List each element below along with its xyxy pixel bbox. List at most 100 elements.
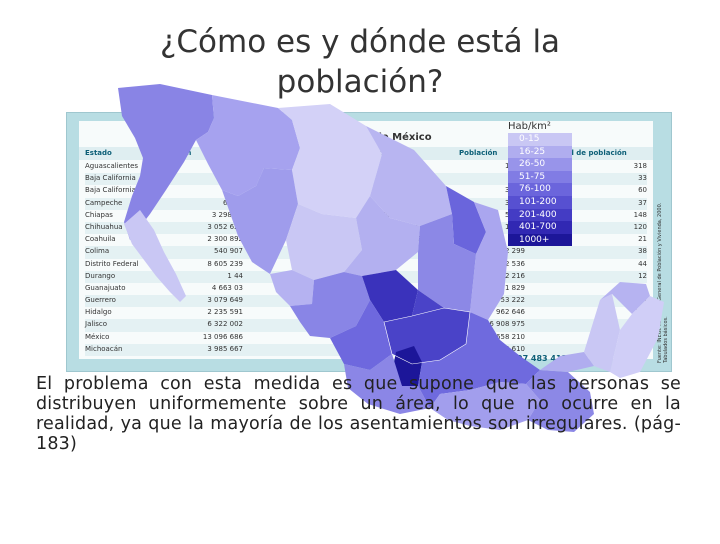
table-cell-density: 76 xyxy=(638,283,647,292)
legend-item: 26-50 xyxy=(508,158,572,171)
table-row: 2 536 44 xyxy=(383,259,647,271)
table-cell-population: 962 646 xyxy=(496,308,525,317)
table-row: 1 658 210 xyxy=(383,332,647,344)
table-cell-population: 1 353 610 xyxy=(489,344,525,353)
table-cell-state: Nuevo León xyxy=(383,186,425,195)
header-density-left: Densidad de población xyxy=(299,149,389,157)
table-cell-density: 37 xyxy=(638,198,647,207)
table-cell-population: 3 298 05 xyxy=(211,210,243,219)
table-cell-state: Baja California xyxy=(85,174,136,183)
table-cell-state: Puebla xyxy=(383,210,407,219)
header-state-right: Estado xyxy=(383,149,410,157)
legend-label: 401-700 xyxy=(519,222,557,233)
table-cell-density: 58 xyxy=(366,332,375,341)
table-row: Guanajuato 4 663 03 xyxy=(85,283,375,295)
left-table-rows: Aguascalientes Baja California Baja Califo… xyxy=(85,161,375,356)
table-cell-population: 2 299 xyxy=(504,247,525,256)
table-cell-population: 3 052 627 xyxy=(207,222,243,231)
legend-label: 26-50 xyxy=(519,159,546,170)
table-cell-population: 2 300 892 xyxy=(207,235,243,244)
table-cell-state: Chihuahua xyxy=(85,222,123,231)
table-row: 2 299 38 xyxy=(383,246,647,259)
legend-label: 1000+ xyxy=(519,234,550,245)
legend-item: 51-75 xyxy=(508,170,572,184)
table-cell-state: Quintana Roo xyxy=(383,235,431,244)
header-state-left: Estado xyxy=(85,149,112,157)
table-cell-density: 34 xyxy=(638,296,647,305)
table-cell-state: Michoacán xyxy=(85,344,123,353)
table-cell-state: Jalisco xyxy=(85,320,108,329)
table-row: 2 753 222 34 xyxy=(383,295,647,308)
legend-swatch xyxy=(508,147,516,156)
table-row: 6 908 975 96 xyxy=(383,319,647,332)
table-cell-density: 33 xyxy=(638,174,647,183)
table-cell-population: 2 235 591 xyxy=(207,308,243,317)
table-row: Jalisco 6 322 002 xyxy=(85,319,375,332)
table-row: Distrito Federal 8 605 239 xyxy=(85,259,375,271)
table-cell-population: 690 6 xyxy=(222,198,243,207)
table-cell-population: 6 908 975 xyxy=(489,320,525,329)
legend-swatch xyxy=(508,197,516,206)
table-cell-population: 2 753 222 xyxy=(489,296,525,305)
table-cell-state: Querétaro xyxy=(383,222,419,231)
table-cell-population: 3 985 667 xyxy=(207,344,243,353)
table-row: Colima 540 907 xyxy=(85,246,375,259)
table-cell-density: 120 xyxy=(633,222,647,231)
table-cell-population: 42 xyxy=(234,186,243,195)
table-source: Fuente: INEGI. XII Censo General de Pobl… xyxy=(657,202,669,363)
table-cell-state: Hidalgo xyxy=(85,308,112,317)
legend-item: 76-100 xyxy=(508,183,572,196)
table-cell-state: Coahuila xyxy=(85,235,116,244)
table-cell-density: 44 xyxy=(638,259,647,268)
legend-title: Hab/km² xyxy=(508,121,551,132)
table-cell-population: 13 096 686 xyxy=(202,332,243,341)
table-row: Hidalgo 2 235 591 xyxy=(85,307,375,319)
table-cell-state: Aguascalientes xyxy=(85,162,139,170)
table-row: Baja California 42 xyxy=(85,185,375,197)
table-cell-population: 2 216 xyxy=(504,271,525,280)
legend-item: 101-200 xyxy=(508,195,572,209)
table-cell-population: 6 322 002 xyxy=(207,320,243,329)
table-total: 97 483 412 xyxy=(517,354,568,363)
legend-label: 76-100 xyxy=(519,184,551,195)
table-cell-state: Morelos xyxy=(383,162,411,170)
table-cell-density: 60 xyxy=(638,186,647,195)
table-cell-density: 38 xyxy=(638,247,647,256)
legend-swatch xyxy=(508,134,516,143)
population-figure: Población de México Estado Población Den… xyxy=(66,112,672,372)
table-cell-population: 1 44 xyxy=(227,271,243,280)
table-row: Michoacán 3 985 667 xyxy=(85,343,375,356)
table-row: Durango 1 44 xyxy=(85,270,375,283)
table-cell-density: 148 xyxy=(633,210,647,219)
table-cell-density: 12 xyxy=(638,271,647,280)
legend-label: 0-15 xyxy=(519,134,540,144)
header-population-left: Población xyxy=(153,149,192,157)
table-row: Baja California xyxy=(85,173,375,186)
slide-body-text: El problema con esta medida es que supon… xyxy=(36,374,681,454)
legend-swatch xyxy=(508,222,516,231)
table-cell-state: Guanajuato xyxy=(85,283,126,292)
legend-swatch xyxy=(508,210,516,219)
table-cell-state: Colima xyxy=(85,247,110,256)
legend-items: 0-15 16-25 26-50 51-75 76-100 101-200 201-400 4… xyxy=(508,133,572,247)
table-cell-state: México xyxy=(85,332,110,341)
legend-swatch xyxy=(508,172,516,181)
table-cell-density: 318 xyxy=(633,162,647,170)
density-legend: Hab/km² 0-15 16-25 26-50 51-75 76-100 101-200… xyxy=(508,120,572,247)
legend-item: 1000+ xyxy=(508,233,572,247)
table-cell-density: 241 xyxy=(633,308,647,317)
legend-label: 16-25 xyxy=(519,146,546,157)
legend-swatch xyxy=(508,159,516,168)
table-cell-population: 2 536 xyxy=(504,259,525,268)
table-row: 1 891 829 76 xyxy=(383,283,647,295)
table-cell-population: 1 658 210 xyxy=(489,332,525,341)
legend-item: 201-400 xyxy=(508,208,572,222)
table-cell-population: 1 891 829 xyxy=(489,283,525,292)
legend-label: 201-400 xyxy=(519,209,557,220)
slide-title: ¿Cómo es y dónde está la población? xyxy=(159,24,561,100)
table-cell-state: Campeche xyxy=(85,198,123,207)
header-density-right: Densidad de población xyxy=(537,149,627,157)
legend-label: 51-75 xyxy=(519,171,546,182)
table-row: Campeche 690 6 xyxy=(85,197,375,210)
